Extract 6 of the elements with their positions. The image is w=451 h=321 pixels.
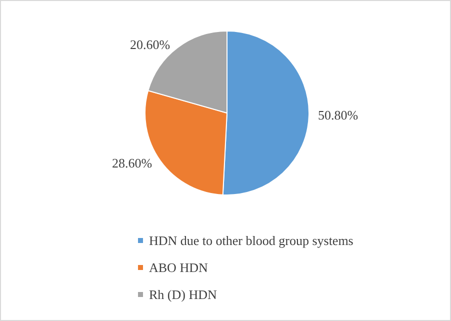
- data-label: 50.80%: [318, 108, 358, 123]
- legend-label: Rh (D) HDN: [149, 287, 218, 302]
- legend-label: ABO HDN: [149, 260, 208, 275]
- legend-label: HDN due to other blood group systems: [149, 233, 354, 248]
- data-label: 28.60%: [112, 156, 152, 171]
- data-label: 20.60%: [130, 36, 170, 52]
